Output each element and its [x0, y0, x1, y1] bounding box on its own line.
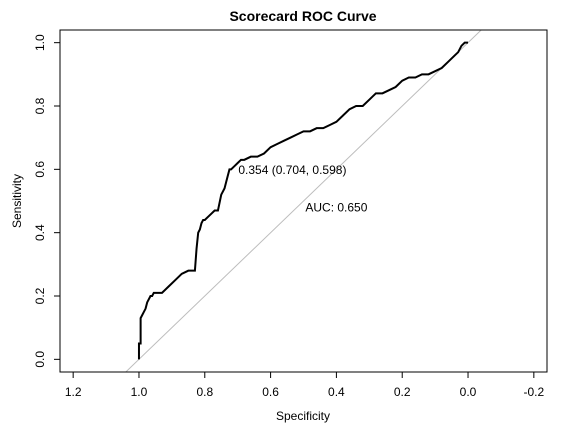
plot-frame [59, 29, 548, 373]
x-tick-label: 0.8 [196, 385, 213, 399]
auc-annotation: AUC: 0.650 [305, 200, 367, 214]
x-axis-label: Specificity [276, 409, 330, 423]
x-tick-label: 1.2 [65, 385, 82, 399]
y-tick-label: 1.0 [33, 34, 47, 51]
plot-area [59, 29, 548, 373]
reference-diagonal-line [125, 29, 482, 373]
y-tick-label: 0.4 [33, 224, 47, 241]
roc-curve-line [137, 41, 469, 360]
y-tick-label: 0.8 [33, 97, 47, 114]
threshold-annotation: 0.354 (0.704, 0.598) [238, 163, 346, 177]
x-tick-label: 0.0 [460, 385, 477, 399]
y-tick-label: 0.6 [33, 161, 47, 178]
y-axis: 0.0 0.2 0.4 0.6 0.8 1.0 [33, 34, 60, 368]
y-tick-label: 0.0 [33, 351, 47, 368]
annotations: 0.354 (0.704, 0.598) AUC: 0.650 [238, 163, 367, 214]
chart-title: Scorecard ROC Curve [229, 8, 376, 24]
x-tick-label: 0.6 [262, 385, 279, 399]
x-tick-label: 0.2 [394, 385, 411, 399]
y-axis-label: Sensitivity [10, 174, 24, 228]
x-tick-label: 0.4 [328, 385, 345, 399]
x-axis: 1.2 1.0 0.8 0.6 0.4 0.2 0.0 -0.2 [65, 372, 544, 399]
x-tick-label: 1.0 [131, 385, 148, 399]
x-tick-label: -0.2 [523, 385, 544, 399]
y-tick-label: 0.2 [33, 287, 47, 304]
